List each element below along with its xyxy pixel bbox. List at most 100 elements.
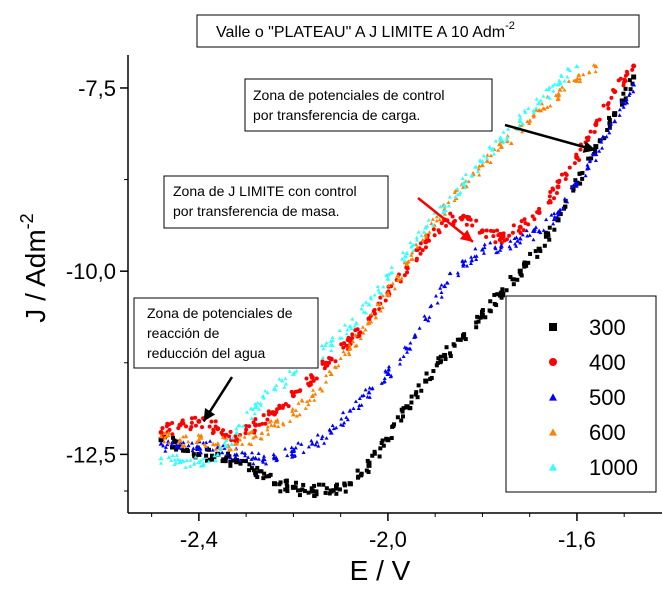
data-point-fill-600 [224, 436, 229, 441]
data-point-fill-600 [310, 393, 315, 397]
data-point-fill-300 [577, 171, 582, 176]
data-point-fill-1000 [534, 105, 539, 110]
data-point-fill-400 [289, 389, 294, 394]
data-point-fill-1000 [292, 370, 297, 375]
data-point-fill-300 [247, 462, 252, 467]
data-point-400-21 [555, 184, 561, 190]
data-point-fill-1000 [294, 368, 299, 373]
data-point-fill-1000 [390, 270, 395, 275]
data-point-fill-500 [341, 410, 346, 415]
data-point-fill-300 [401, 414, 406, 419]
legend-label-600: 600 [589, 420, 626, 445]
data-point-fill-500 [469, 258, 474, 263]
data-point-300-11 [366, 462, 372, 468]
data-point-fill-1000 [352, 324, 357, 328]
data-point-fill-400 [372, 311, 377, 316]
data-point-fill-500 [181, 440, 186, 445]
data-point-fill-600 [280, 421, 285, 425]
data-point-fill-1000 [463, 172, 468, 176]
data-point-fill-600 [477, 172, 482, 177]
data-point-fill-400 [355, 327, 360, 332]
data-point-fill-600 [267, 420, 272, 424]
data-point-fill-1000 [517, 124, 522, 129]
data-point-fill-600 [369, 319, 374, 324]
data-point-fill-1000 [478, 159, 483, 164]
data-point-fill-500 [556, 212, 561, 217]
data-point-fill-500 [198, 449, 203, 454]
data-point-fill-1000 [330, 338, 335, 343]
data-point-fill-600 [532, 113, 537, 117]
data-point-fill-600 [347, 347, 352, 351]
data-point-fill-400 [423, 245, 428, 250]
data-point-fill-300 [511, 282, 516, 287]
data-point-fill-300 [331, 488, 336, 493]
data-point-fill-400 [484, 228, 489, 233]
data-point-500-17 [479, 246, 485, 252]
data-point-fill-300 [487, 308, 492, 313]
data-point-fill-500 [232, 452, 237, 457]
data-point-fill-500 [515, 238, 520, 243]
data-point-fill-300 [297, 493, 302, 498]
data-point-fill-300 [526, 260, 531, 265]
data-point-fill-300 [586, 156, 591, 161]
data-point-fill-400 [277, 406, 282, 411]
data-point-fill-300 [500, 287, 505, 292]
data-point-fill-1000 [532, 110, 537, 114]
data-point-fill-300 [284, 481, 289, 486]
data-point-fill-1000 [493, 138, 498, 143]
data-point-fill-300 [474, 325, 479, 330]
data-point-fill-1000 [381, 284, 386, 289]
data-point-fill-500 [363, 387, 368, 392]
data-point-fill-1000 [474, 165, 479, 169]
data-point-fill-500 [624, 97, 629, 102]
data-point-fill-500 [496, 250, 501, 254]
data-point-fill-600 [290, 409, 295, 413]
data-point-fill-500 [435, 300, 440, 305]
data-point-fill-400 [609, 95, 614, 100]
data-point-fill-300 [306, 490, 311, 495]
data-point-fill-300 [258, 469, 263, 474]
data-point-fill-300 [607, 117, 612, 122]
data-point-fill-1000 [192, 462, 197, 466]
legend-label-1000: 1000 [589, 455, 638, 480]
data-point-fill-500 [463, 258, 468, 263]
data-point-fill-1000 [170, 453, 175, 458]
data-point-fill-300 [448, 351, 453, 356]
data-point-fill-1000 [339, 336, 344, 340]
annotations: Zona de potenciales de control por transf… [133, 78, 597, 423]
data-point-fill-300 [528, 251, 533, 256]
data-point-500-8 [309, 441, 315, 446]
data-point-fill-1000 [551, 89, 556, 93]
data-point-fill-1000 [183, 465, 188, 469]
data-point-fill-300 [180, 448, 185, 453]
data-point-fill-400 [611, 87, 616, 92]
data-point-fill-300 [367, 460, 372, 465]
data-point-fill-300 [492, 301, 497, 306]
series-300 [158, 74, 637, 498]
data-point-fill-300 [204, 453, 209, 458]
data-point-fill-300 [431, 369, 436, 374]
data-point-fill-300 [255, 465, 260, 470]
data-point-fill-600 [593, 69, 598, 74]
legend-marker-500 [549, 393, 557, 401]
data-point-fill-300 [524, 263, 529, 268]
data-point-fill-300 [580, 176, 585, 181]
data-point-fill-500 [439, 282, 444, 287]
data-point-fill-400 [322, 366, 327, 371]
data-point-fill-300 [415, 395, 420, 400]
data-point-fill-600 [213, 447, 218, 451]
data-point-fill-400 [594, 121, 599, 126]
data-point-fill-500 [531, 229, 536, 233]
data-point-1000-11 [366, 301, 372, 307]
data-point-fill-400 [280, 405, 285, 410]
data-point-fill-400 [496, 233, 501, 238]
data-point-fill-1000 [426, 218, 431, 222]
data-point-fill-500 [293, 445, 298, 450]
data-point-fill-500 [315, 432, 320, 437]
data-point-fill-300 [438, 360, 443, 365]
data-point-fill-500 [314, 440, 319, 444]
data-point-fill-500 [387, 364, 392, 369]
data-point-fill-300 [495, 292, 500, 297]
data-point-fill-300 [443, 357, 448, 362]
data-point-fill-400 [309, 373, 314, 378]
